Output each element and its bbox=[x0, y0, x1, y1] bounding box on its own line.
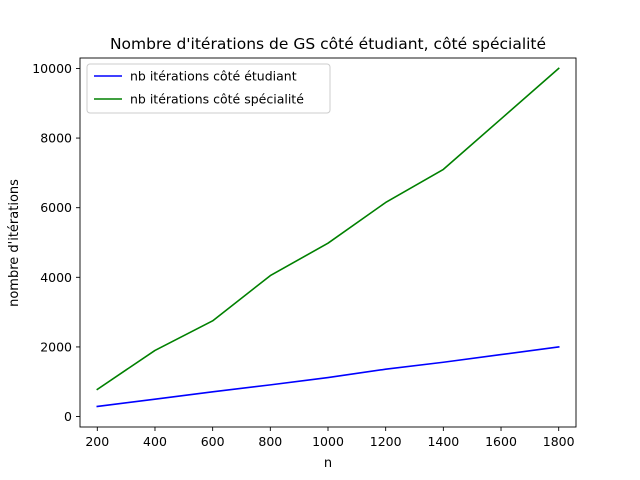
y-axis-label: nombre d'itérations bbox=[7, 179, 22, 307]
legend-label-0: nb itérations côté étudiant bbox=[130, 69, 297, 84]
y-tick-label: 4000 bbox=[40, 270, 72, 285]
legend-label-1: nb itérations côté spécialité bbox=[130, 92, 304, 107]
y-tick-label: 8000 bbox=[40, 131, 72, 146]
y-tick-label: 0 bbox=[64, 409, 72, 424]
y-tick-label: 10000 bbox=[32, 61, 72, 76]
y-tick-label: 2000 bbox=[40, 339, 72, 354]
x-tick-label: 1200 bbox=[370, 434, 402, 449]
legend: nb itérations côté étudiant nb itérations… bbox=[86, 63, 331, 114]
legend-box bbox=[86, 63, 331, 114]
x-tick-label: 1800 bbox=[543, 434, 575, 449]
series-line-0 bbox=[96, 346, 560, 408]
x-tick-label: 400 bbox=[143, 434, 167, 449]
x-axis-label: n bbox=[324, 456, 332, 471]
x-tick-label: 800 bbox=[258, 434, 282, 449]
y-tick-label: 6000 bbox=[40, 200, 72, 215]
x-tick-label: 1400 bbox=[427, 434, 459, 449]
series-line-1 bbox=[96, 67, 560, 391]
x-tick-label: 600 bbox=[201, 434, 225, 449]
x-tick-label: 200 bbox=[85, 434, 109, 449]
chart-title: Nombre d'itérations de GS côté étudiant,… bbox=[110, 35, 546, 53]
x-tick-label: 1000 bbox=[312, 434, 344, 449]
x-tick-label: 1600 bbox=[485, 434, 517, 449]
series-layer bbox=[96, 67, 560, 408]
ticks-layer: 200 400 600 800 1000 1200 1400 1600 1800 0 2000 400… bbox=[32, 61, 574, 449]
